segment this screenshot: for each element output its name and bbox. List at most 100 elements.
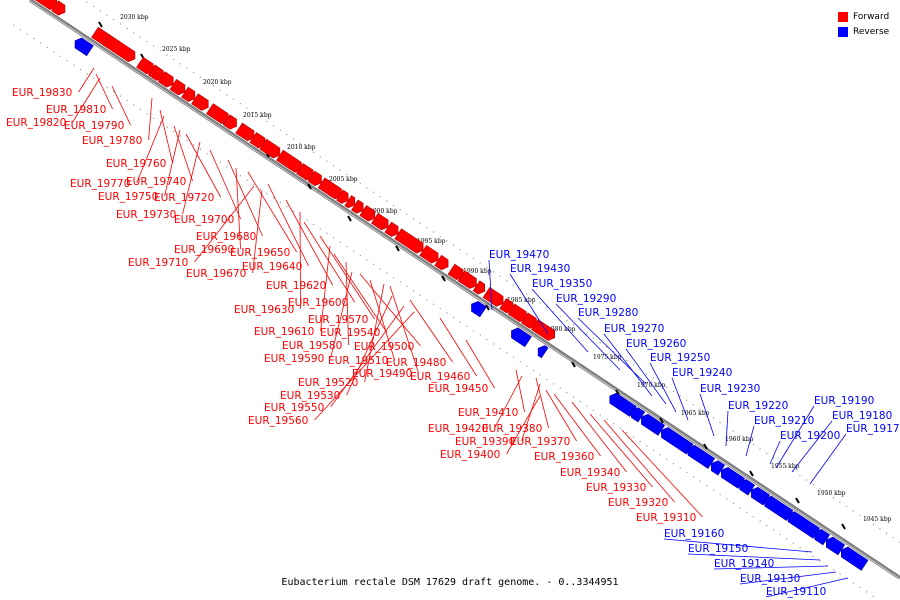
- reverse-gene-label: EUR_19270: [604, 323, 664, 335]
- forward-leader-line: [319, 235, 375, 320]
- forward-gene: [351, 199, 364, 214]
- forward-gene: [419, 244, 439, 264]
- forward-leader-line: [494, 375, 523, 429]
- forward-gene-label: EUR_19340: [560, 467, 620, 479]
- reverse-gene: [787, 511, 821, 539]
- forward-leader-line: [182, 141, 201, 215]
- reverse-leader-line: [769, 440, 781, 465]
- tick-mark: [307, 183, 312, 190]
- reverse-gene: [687, 444, 716, 469]
- tick-label: 2005 kbp: [329, 176, 358, 183]
- forward-leader-line: [136, 115, 165, 184]
- reverse-gene-label: EUR_19160: [664, 528, 724, 540]
- forward-gene-label: EUR_19450: [428, 383, 488, 395]
- tick-mark: [659, 417, 664, 424]
- forward-gene-label: EUR_19790: [64, 120, 124, 132]
- forward-leader-line: [330, 305, 405, 408]
- reverse-leader-line: [671, 377, 689, 421]
- tick-mark: [795, 497, 800, 504]
- reverse-gene: [74, 37, 94, 57]
- forward-leader-line: [465, 339, 495, 389]
- reverse-gene-label: EUR_19230: [700, 383, 760, 395]
- forward-gene-label: EUR_19610: [254, 326, 314, 338]
- tick-mark: [441, 275, 446, 282]
- tick-mark: [395, 245, 400, 252]
- forward-gene: [169, 78, 186, 96]
- reverse-gene-label: EUR_19240: [672, 367, 732, 379]
- reverse-gene-label: EUR_19210: [754, 415, 814, 427]
- forward-gene-label: EUR_19770: [70, 178, 130, 190]
- forward-gene: [359, 205, 376, 222]
- forward-leader-line: [247, 171, 297, 253]
- reverse-leader-line: [775, 405, 815, 469]
- tick-label: 1980 kbp: [547, 326, 576, 333]
- legend: Forward Reverse: [838, 9, 889, 39]
- tick-label: 2025 kbp: [162, 46, 191, 53]
- tick-label: 1960 kbp: [725, 436, 754, 443]
- reverse-gene: [651, 420, 666, 436]
- forward-gene: [336, 189, 349, 204]
- forward-leader-line: [545, 389, 577, 442]
- reverse-leader-line: [509, 273, 549, 335]
- forward-leader-line: [159, 109, 173, 164]
- forward-gene-label: EUR_19360: [534, 451, 594, 463]
- reverse-leader-line: [765, 577, 849, 598]
- tick-label: 1995 kbp: [417, 238, 446, 245]
- tick-mark: [749, 470, 754, 477]
- reverse-gene: [471, 300, 487, 318]
- forward-gene-label: EUR_19460: [410, 371, 470, 383]
- tick-label: 2020 kbp: [203, 79, 232, 86]
- reverse-gene-label: EUR_19150: [688, 543, 748, 555]
- forward-gene-label: EUR_19650: [230, 247, 290, 259]
- forward-gene-label: EUR_19390: [455, 436, 515, 448]
- forward-leader-line: [333, 253, 387, 333]
- forward-leader-line: [589, 413, 653, 488]
- reverse-swatch: [838, 26, 848, 37]
- reverse-gene: [826, 536, 846, 556]
- backbone: [28, 0, 900, 580]
- forward-gene-label: EUR_19330: [586, 482, 646, 494]
- forward-gene-label: EUR_19500: [354, 341, 414, 353]
- forward-gene: [235, 122, 255, 142]
- reverse-gene-label: EUR_19170: [846, 423, 900, 435]
- reverse-leader-line: [745, 425, 755, 457]
- forward-gene: [222, 114, 237, 130]
- reverse-gene-label: EUR_19180: [832, 410, 892, 422]
- reverse-gene-label: EUR_19130: [740, 573, 800, 585]
- forward-leader-line: [330, 271, 353, 359]
- forward-gene-label: EUR_19730: [116, 209, 176, 221]
- tick-label: 1970 kbp: [637, 382, 666, 389]
- forward-leader-line: [621, 429, 703, 518]
- reverse-gene: [739, 479, 756, 496]
- forward-gene: [191, 93, 209, 111]
- reverse-leader-line: [663, 538, 813, 553]
- forward-leader-line: [173, 125, 193, 182]
- forward-leader-line: [78, 67, 95, 93]
- tick-mark: [98, 21, 103, 28]
- forward-gene: [344, 195, 356, 209]
- forward-leader-line: [571, 401, 627, 473]
- forward-gene-label: EUR_19600: [288, 297, 348, 309]
- reverse-gene-label: EUR_19110: [766, 586, 826, 598]
- reverse-leader-line: [531, 288, 589, 353]
- reverse-leader-line: [791, 420, 833, 473]
- forward-gene-label: EUR_19370: [510, 436, 570, 448]
- reverse-leader-line: [649, 362, 677, 413]
- legend-forward-label: Forward: [853, 11, 890, 22]
- reverse-leader-line: [713, 565, 829, 570]
- forward-leader-line: [409, 299, 453, 363]
- forward-leader-line: [194, 185, 255, 263]
- forward-gene-label: EUR_19400: [440, 449, 500, 461]
- reverse-gene-label: EUR_19290: [556, 293, 616, 305]
- forward-gene: [102, 34, 136, 63]
- forward-leader-line: [267, 183, 309, 267]
- forward-leader-line: [359, 273, 421, 347]
- forward-gene: [259, 138, 281, 159]
- reverse-gene-label: EUR_19200: [780, 430, 840, 442]
- reverse-leader-line: [555, 303, 621, 371]
- forward-leader-line: [252, 189, 263, 274]
- forward-gene-label: EUR_19520: [298, 377, 358, 389]
- forward-leader-line: [72, 77, 101, 123]
- tick-mark: [347, 215, 352, 222]
